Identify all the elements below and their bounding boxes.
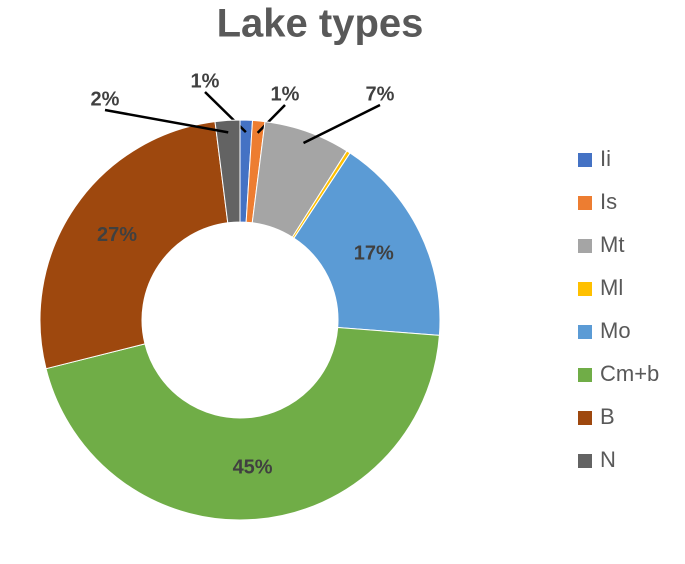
legend-swatch — [578, 153, 592, 167]
legend-swatch — [578, 282, 592, 296]
legend-swatch — [578, 411, 592, 425]
leader-line — [256, 104, 286, 134]
slice — [45, 326, 440, 521]
legend-label: N — [600, 447, 616, 472]
legend-label: Ml — [600, 275, 623, 300]
chart-title: Lake types — [217, 2, 424, 46]
slice — [293, 152, 441, 336]
legend-label: Mt — [600, 232, 624, 257]
legend-swatch — [578, 239, 592, 253]
data-label: 27% — [97, 224, 137, 246]
legend-swatch — [578, 196, 592, 210]
legend-label: Cm+b — [600, 361, 659, 386]
legend-swatch — [578, 325, 592, 339]
data-label: 45% — [233, 457, 273, 479]
data-label: 1% — [271, 83, 300, 105]
leader-line — [302, 103, 381, 145]
data-label: 1% — [191, 70, 220, 92]
legend-swatch — [578, 454, 592, 468]
data-label: 17% — [354, 243, 394, 265]
slice — [214, 119, 241, 224]
legend-label: Mo — [600, 318, 631, 343]
leader-line — [104, 108, 229, 134]
data-label: 7% — [366, 83, 395, 105]
legend-label: Ii — [600, 146, 611, 171]
legend-label: B — [600, 404, 615, 429]
data-label: 2% — [91, 88, 120, 110]
legend-label: Is — [600, 189, 617, 214]
legend-swatch — [578, 368, 592, 382]
